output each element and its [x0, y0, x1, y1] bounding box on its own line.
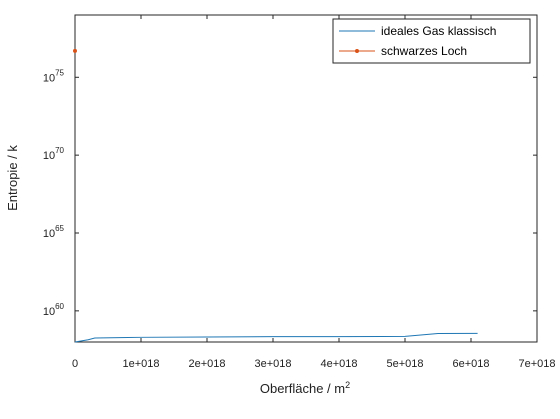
y-axis-label: Entropie / k — [5, 145, 20, 211]
x-tick-label: 5e+018 — [386, 358, 423, 370]
x-tick-label: 2e+018 — [188, 358, 225, 370]
series-point-1 — [73, 48, 77, 53]
legend: ideales Gas klassisch schwarzes Loch — [332, 18, 531, 64]
x-tick-label: 0 — [72, 358, 78, 370]
x-axis-ticks: 0 1e+018 2e+018 3e+018 4e+018 5e+018 6e+018 7e+… — [72, 15, 556, 370]
x-tick-label: 1e+018 — [122, 358, 159, 370]
y-tick-label: 1075 — [43, 68, 65, 84]
series-layer — [73, 48, 478, 343]
x-axis-label-exponent: 2 — [345, 380, 350, 390]
x-tick-label: 6e+018 — [452, 358, 489, 370]
legend-marker-schwarzes-loch — [355, 49, 359, 53]
legend-label-schwarzes-loch: schwarzes Loch — [381, 44, 467, 58]
x-tick-label: 3e+018 — [254, 358, 291, 370]
x-tick-label: 7e+018 — [518, 358, 555, 370]
y-tick-label: 1060 — [43, 302, 65, 318]
y-axis-ticks: 1060 1065 1070 1075 — [43, 68, 537, 318]
y-tick-label: 1070 — [43, 146, 65, 162]
y-tick-label: 1065 — [43, 224, 65, 240]
series-line-0 — [74, 332, 478, 343]
x-tick-label: 4e+018 — [320, 358, 357, 370]
legend-label-ideales-gas: ideales Gas klassisch — [381, 24, 496, 38]
x-axis-label: Oberfläche / m2 — [260, 380, 350, 396]
plot-area — [74, 14, 538, 343]
legend-box — [332, 18, 531, 64]
